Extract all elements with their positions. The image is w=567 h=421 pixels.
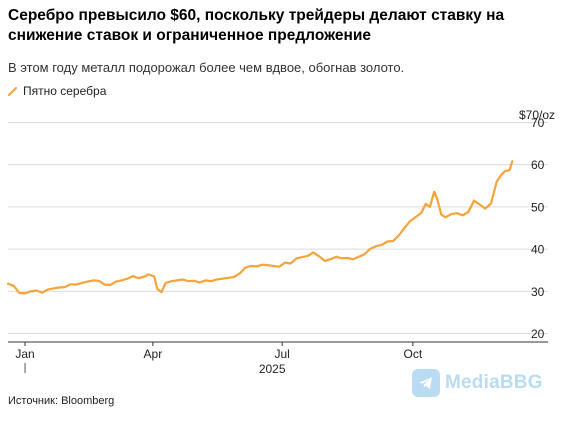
y-axis-unit-label: $70/oz <box>518 108 555 122</box>
x-tick-label: Apr <box>144 347 163 361</box>
watermark: MediaBBG <box>412 366 543 400</box>
y-tick-label: 30 <box>531 285 545 299</box>
source-note: Источник: Bloomberg <box>8 395 115 407</box>
grid-layer <box>8 121 548 335</box>
legend-label: Пятно серебра <box>23 84 107 98</box>
x-axis-year-label: 2025 <box>259 362 286 376</box>
y-tick-label: 50 <box>531 200 545 214</box>
x-ticks: Jan Apr Jul Oct <box>15 342 423 361</box>
chart-title: Серебро превысило $60, поскольку трейдер… <box>8 7 505 44</box>
y-tick-label: 70 <box>531 116 545 130</box>
y-tick-label: 60 <box>531 158 545 172</box>
x-tick-label: Jul <box>275 347 290 361</box>
series-line-silver-spot <box>6 160 514 295</box>
watermark-text: MediaBBG <box>445 372 543 393</box>
legend-swatch-icon <box>8 86 17 96</box>
chart-legend: Пятно серебра <box>8 83 106 99</box>
y-tick-label: 20 <box>531 327 545 341</box>
telegram-icon <box>412 369 440 397</box>
series-layer <box>6 160 514 295</box>
x-tick-label: Oct <box>404 347 423 361</box>
chart-subtitle: В этом году металл подорожал более чем в… <box>8 60 405 75</box>
x-tick-label: Jan <box>15 347 34 361</box>
y-ticks: 20 30 40 50 60 70 <box>531 116 545 341</box>
y-tick-label: 40 <box>531 243 545 257</box>
